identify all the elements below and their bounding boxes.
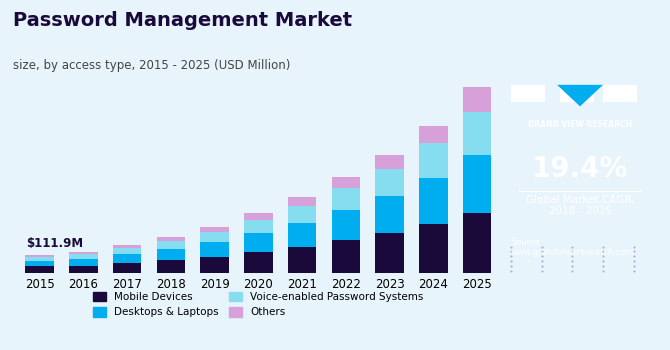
Bar <box>419 126 448 143</box>
Bar <box>332 210 360 240</box>
Bar <box>200 232 229 242</box>
Bar <box>332 240 360 273</box>
Bar <box>332 177 360 188</box>
Bar <box>113 263 141 273</box>
Text: size, by access type, 2015 - 2025 (USD Million): size, by access type, 2015 - 2025 (USD M… <box>13 60 291 72</box>
Bar <box>419 143 448 178</box>
Bar <box>157 249 185 260</box>
Bar <box>200 228 229 232</box>
Bar <box>288 197 316 206</box>
Bar <box>244 213 273 220</box>
FancyBboxPatch shape <box>511 85 545 103</box>
Text: Global Market CAGR,
2018 - 2025: Global Market CAGR, 2018 - 2025 <box>525 195 634 216</box>
Bar <box>332 188 360 210</box>
Bar <box>375 155 404 169</box>
Bar <box>69 266 98 273</box>
Text: $111.9M: $111.9M <box>27 237 84 251</box>
Bar <box>244 252 273 273</box>
Text: Password Management Market: Password Management Market <box>13 10 352 29</box>
Text: 19.4%: 19.4% <box>532 155 628 183</box>
Bar <box>69 254 98 259</box>
Bar <box>113 245 141 248</box>
Bar <box>157 237 185 241</box>
Bar <box>69 252 98 254</box>
Bar <box>288 206 316 223</box>
Bar <box>200 242 229 257</box>
Bar <box>200 257 229 273</box>
Bar <box>244 233 273 252</box>
Bar <box>375 169 404 196</box>
Bar <box>375 233 404 273</box>
Bar <box>463 87 491 112</box>
Bar <box>25 257 54 261</box>
Text: GRAND VIEW RESEARCH: GRAND VIEW RESEARCH <box>528 120 632 129</box>
Bar <box>113 248 141 254</box>
Text: Source:
www.grandviewresearch.com: Source: www.grandviewresearch.com <box>511 238 635 257</box>
Bar <box>25 261 54 266</box>
Bar <box>375 196 404 233</box>
Bar <box>25 266 54 273</box>
Polygon shape <box>557 85 603 106</box>
Legend: Mobile Devices, Desktops & Laptops, Voice-enabled Password Systems, Others: Mobile Devices, Desktops & Laptops, Voic… <box>88 287 429 323</box>
Bar <box>419 224 448 273</box>
Bar <box>463 213 491 273</box>
Bar <box>288 223 316 247</box>
Bar <box>69 259 98 266</box>
Bar <box>463 112 491 155</box>
FancyBboxPatch shape <box>603 85 636 103</box>
Bar <box>419 178 448 224</box>
Bar <box>463 155 491 213</box>
Bar <box>288 247 316 273</box>
Bar <box>244 220 273 233</box>
Bar <box>25 255 54 257</box>
FancyBboxPatch shape <box>560 85 594 103</box>
Bar <box>157 241 185 249</box>
Bar <box>113 254 141 263</box>
Bar <box>157 260 185 273</box>
